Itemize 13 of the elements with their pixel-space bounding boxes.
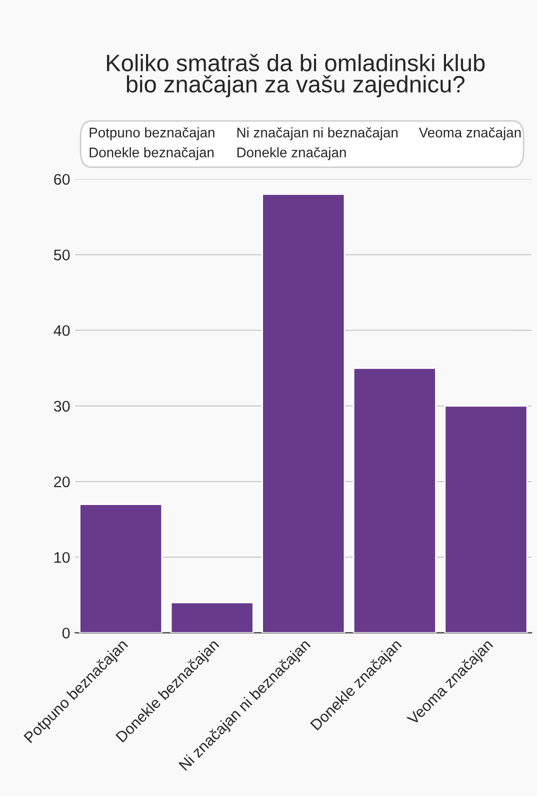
chart-title: Koliko smatraš da bi omladinski klub bio značajan za vašu zajednicu? — [107, 54, 485, 98]
y-tick-label: 40 — [54, 325, 70, 336]
y-tick-label: 0 — [62, 628, 70, 639]
y-tick-label: 60 — [54, 174, 70, 185]
category-label: Veoma značajan — [418, 127, 521, 140]
category-label: Donekle značajan — [237, 147, 346, 160]
category-label: Potpuno beznačajan — [90, 127, 214, 140]
category-label: Donekle beznačajan — [90, 147, 214, 160]
y-tick-label: 30 — [54, 400, 70, 412]
y-tick-label: 20 — [54, 476, 70, 488]
y-tick-label: 10 — [54, 552, 70, 563]
category-label: Ni značajan ni beznačajan — [237, 127, 398, 140]
y-tick-label: 50 — [54, 250, 70, 260]
